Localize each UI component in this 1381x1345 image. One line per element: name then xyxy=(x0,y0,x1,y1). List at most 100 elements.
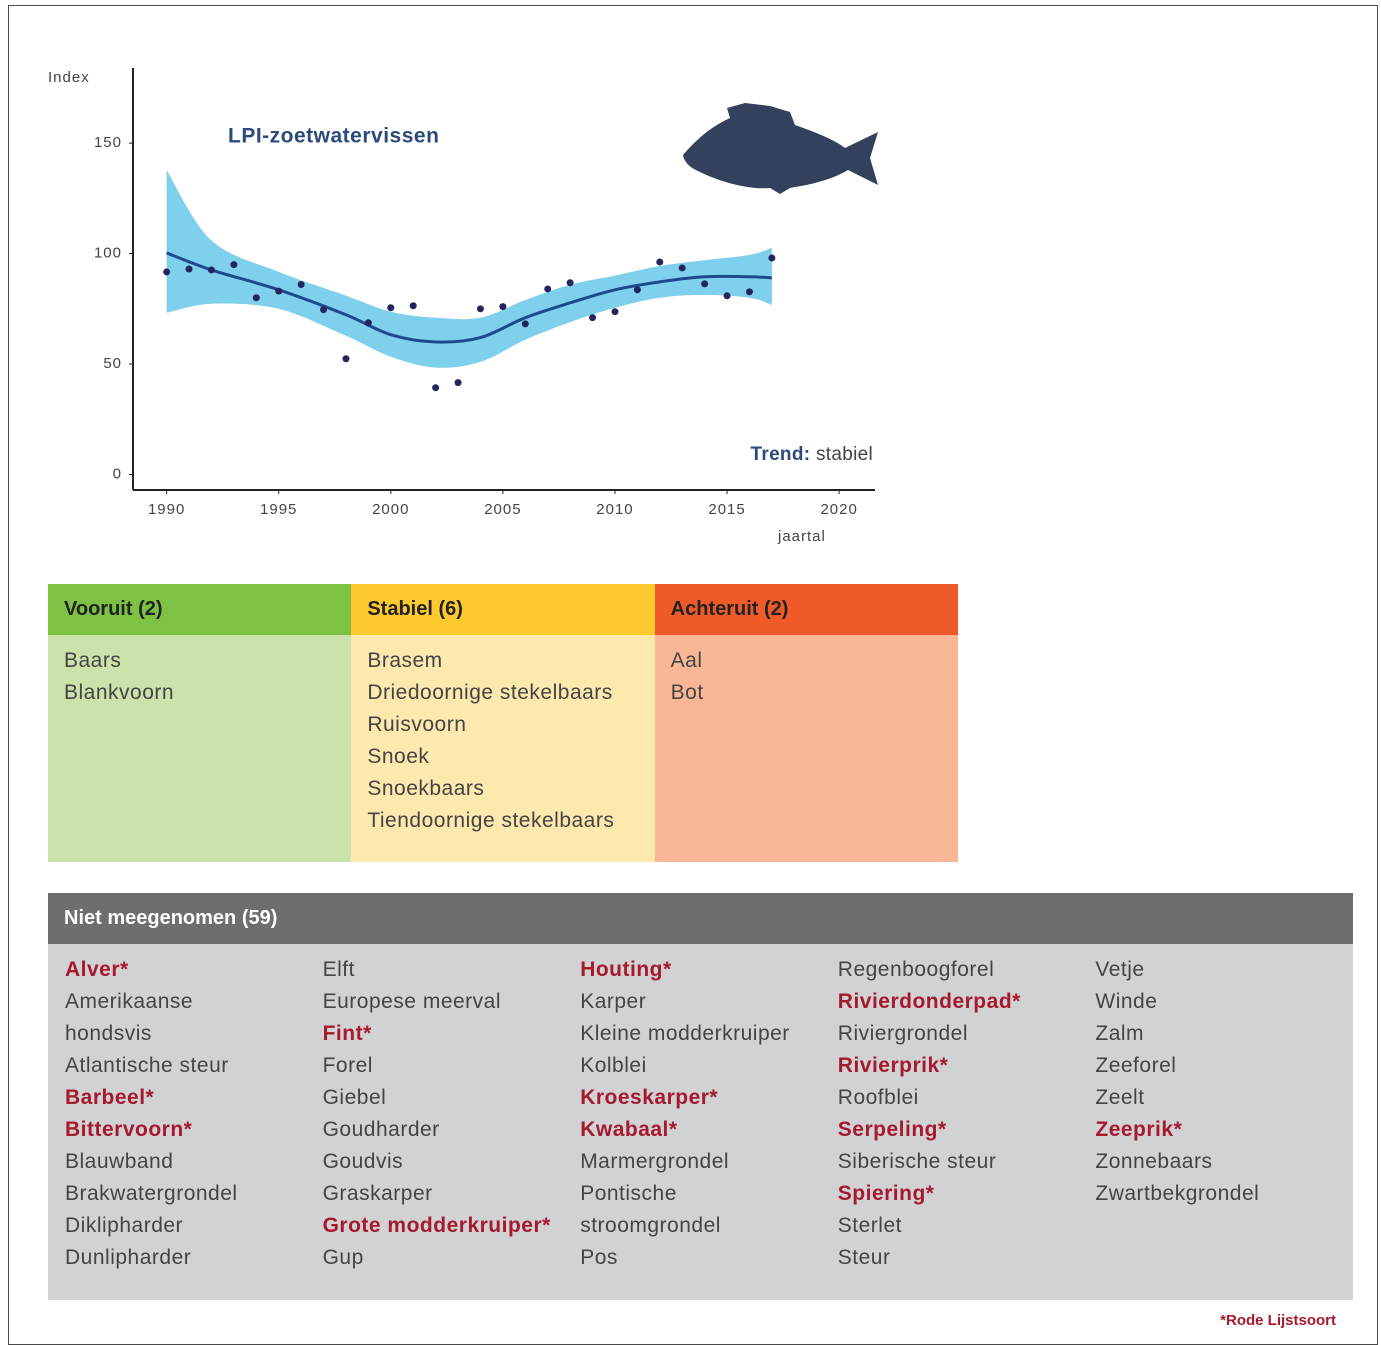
species: Karper xyxy=(580,990,647,1013)
not-included-columns: Alver* Amerikaanse hondsvis Atlantische st… xyxy=(48,944,1353,1274)
trend-label: Trend: xyxy=(751,444,811,465)
species: Driedoornige stekelbaars xyxy=(367,681,613,704)
status-column: Stabiel (6) Brasem Driedoornige stekelbaar… xyxy=(351,584,655,862)
y-tick-label: 50 xyxy=(103,355,122,372)
x-axis-label: jaartal xyxy=(777,528,826,545)
status-body: Brasem Driedoornige stekelbaars Ruisvoorn S… xyxy=(351,635,655,862)
species: Kwabaal* xyxy=(580,1118,678,1141)
species: Kroeskarper* xyxy=(580,1086,719,1109)
data-point xyxy=(544,285,552,293)
species: Kolblei xyxy=(580,1054,647,1077)
data-point xyxy=(701,280,709,288)
species: Aal xyxy=(670,649,703,672)
species: Snoek xyxy=(367,745,430,768)
data-point xyxy=(230,261,238,269)
y-tick-label: 0 xyxy=(113,466,122,483)
species: Blauwband xyxy=(65,1150,174,1173)
not-included-header: Niet meegenomen (59) xyxy=(48,893,1353,944)
species: Zonnebaars xyxy=(1095,1150,1213,1173)
x-tick-label: 2000 xyxy=(372,501,409,518)
species: Serpeling* xyxy=(837,1118,947,1141)
data-point xyxy=(589,314,597,322)
species: Graskarper xyxy=(322,1182,433,1205)
data-point xyxy=(364,319,372,327)
species: Zeelt xyxy=(1095,1086,1145,1109)
status-table: Vooruit (2) Baars Blankvoorn Stabiel (6) Bra… xyxy=(48,584,958,862)
status-header: Achteruit (2) xyxy=(654,584,958,635)
data-point xyxy=(387,304,395,312)
species: Kleine modderkruiper xyxy=(580,1022,790,1045)
species: Bot xyxy=(670,681,704,704)
y-axis-label: Index xyxy=(48,69,90,86)
data-point xyxy=(611,308,619,316)
species: Grote modderkruiper* xyxy=(322,1214,551,1237)
species: Bittervoorn* xyxy=(65,1118,193,1141)
species: Pontische stroomgrondel xyxy=(580,1182,721,1237)
data-point xyxy=(678,264,686,272)
species: Barbeel* xyxy=(65,1086,155,1109)
species-column: Alver* Amerikaanse hondsvis Atlantische st… xyxy=(65,954,323,1274)
species: Vetje xyxy=(1095,958,1145,981)
fish-icon xyxy=(683,103,878,194)
status-column: Vooruit (2) Baars Blankvoorn xyxy=(48,584,352,862)
data-point xyxy=(745,288,753,296)
data-point xyxy=(499,303,507,311)
species: Siberische steur xyxy=(837,1150,997,1173)
data-point xyxy=(656,258,664,266)
species: Riviergrondel xyxy=(837,1022,969,1045)
species: Giebel xyxy=(322,1086,387,1109)
chart: Index jaartal LPI-zoetwatervissen Trend:… xyxy=(48,68,878,545)
species: Zalm xyxy=(1095,1022,1145,1045)
species: Elft xyxy=(322,958,355,981)
species: Europese meerval xyxy=(322,990,502,1013)
species: Alver* xyxy=(65,958,129,981)
data-point xyxy=(476,305,484,313)
status-header: Vooruit (2) xyxy=(48,584,352,635)
not-included-table: Niet meegenomen (59) Alver* Amerikaanse h… xyxy=(48,893,1353,1300)
data-point xyxy=(163,268,171,276)
species: Amerikaanse hondsvis xyxy=(65,990,194,1045)
status-body: Aal Bot xyxy=(654,635,958,862)
y-tick-label: 100 xyxy=(94,245,122,262)
status-header: Stabiel (6) xyxy=(351,584,655,635)
species-column: Elft Europese meerval Fint* Forel Giebel Goud… xyxy=(323,954,581,1274)
species-column: Vetje Winde Zalm Zeeforel Zeelt Zeeprik* Zonne… xyxy=(1095,954,1353,1274)
species: Forel xyxy=(322,1054,373,1077)
data-point xyxy=(252,294,260,302)
species: Snoekbaars xyxy=(367,777,485,800)
data-point xyxy=(454,379,462,387)
species: Ruisvoorn xyxy=(367,713,467,736)
x-tick-label: 1995 xyxy=(260,501,297,518)
species: Atlantische steur xyxy=(65,1054,229,1077)
footnote: *Rode Lijstsoort xyxy=(1220,1312,1336,1329)
data-point xyxy=(521,320,529,328)
data-point xyxy=(768,254,776,262)
x-tick-label: 2010 xyxy=(596,501,633,518)
species: Rivierdonderpad* xyxy=(837,990,1021,1013)
species: Marmergrondel xyxy=(580,1150,730,1173)
status-column: Achteruit (2) Aal Bot xyxy=(654,584,958,862)
species: Steur xyxy=(837,1246,891,1269)
species: Winde xyxy=(1095,990,1158,1013)
species: Pos xyxy=(580,1246,618,1269)
data-point xyxy=(275,287,283,295)
data-point xyxy=(297,281,305,289)
species: Spiering* xyxy=(837,1182,935,1205)
species: Sterlet xyxy=(837,1214,902,1237)
confidence-band xyxy=(166,170,772,368)
x-tick-label: 1990 xyxy=(148,501,185,518)
status-body: Baars Blankvoorn xyxy=(48,635,352,862)
species-column: Houting* Karper Kleine modderkruiper Kolble… xyxy=(580,954,838,1274)
species: Fint* xyxy=(322,1022,372,1045)
species: Rivierprik* xyxy=(837,1054,949,1077)
species: Zeeforel xyxy=(1095,1054,1177,1077)
species: Diklipharder xyxy=(65,1214,184,1237)
chart-title: LPI-zoetwatervissen xyxy=(228,125,439,148)
data-point xyxy=(633,286,641,294)
species: Dunlipharder xyxy=(65,1246,192,1269)
data-point xyxy=(432,384,440,392)
trend-annotation: Trend: stabiel xyxy=(751,444,873,465)
species: Goudvis xyxy=(322,1150,404,1173)
species: Zeeprik* xyxy=(1095,1118,1183,1141)
